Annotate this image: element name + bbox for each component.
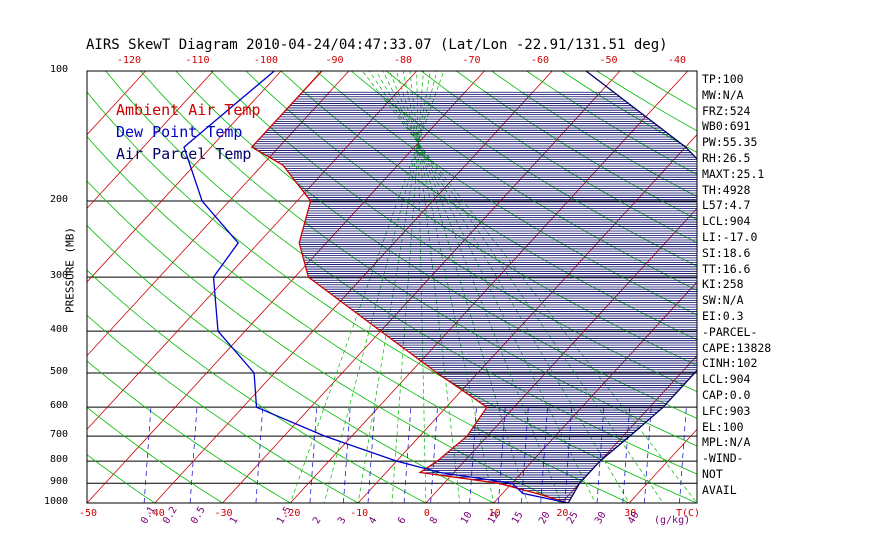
stability-index: SI:18.6 — [702, 245, 751, 260]
top-temp-tick-label: -40 — [667, 55, 687, 66]
isotherm-30 — [628, 428, 697, 503]
moist-adiabat-5 — [409, 71, 461, 503]
pressure-tick-label: 800 — [49, 454, 68, 466]
isotherm--80 — [87, 71, 282, 283]
stability-index: EL:100 — [702, 419, 744, 434]
stability-index: LI:-17.0 — [702, 230, 758, 244]
dry-adiabat--40 — [87, 454, 156, 503]
stability-index: MW:N/A — [702, 87, 744, 102]
stability-index: CINH:102 — [702, 356, 758, 371]
top-temp-tick-label: -120 — [116, 55, 142, 66]
stability-index: FRZ:524 — [702, 103, 751, 118]
x-axis-label: T(C) — [676, 508, 701, 519]
mixing-ratio-line-1 — [189, 407, 198, 503]
chart-title: AIRS SkewT Diagram 2010-04-24/04:47:33.0… — [86, 37, 668, 53]
mixing-ratio-line-15 — [644, 407, 652, 503]
isotherm--90 — [87, 71, 214, 209]
stability-index: KI:258 — [702, 277, 744, 292]
pressure-tick-label: 300 — [49, 270, 68, 282]
bottom-temp-tick-label: 0 — [423, 508, 430, 519]
pressure-tick-label: 100 — [49, 64, 68, 75]
pressure-tick-label: 1000 — [44, 496, 69, 507]
stability-index: TH:4928 — [702, 182, 751, 197]
isotherm--60 — [87, 71, 417, 430]
moist-adiabat--5 — [391, 71, 424, 503]
stability-index: TP:100 — [702, 72, 744, 86]
stability-index: EI:0.3 — [702, 309, 744, 323]
top-temp-tick-label: -90 — [325, 55, 344, 66]
stability-index: CAP:0.0 — [702, 388, 751, 402]
mixing-ratio-line-6 — [403, 407, 412, 503]
dry-adiabat-0 — [87, 269, 427, 503]
top-temp-tick-label: -110 — [185, 55, 210, 66]
stability-index: -PARCEL- — [702, 324, 758, 339]
pressure-tick-label: 600 — [49, 400, 68, 412]
stability-index: MAXT:25.1 — [702, 166, 765, 181]
mixing-ratio-line-14 — [622, 407, 630, 503]
dry-adiabat-10 — [87, 224, 495, 503]
dry-adiabat--30 — [87, 406, 224, 503]
stability-index: PW:55.35 — [702, 135, 758, 150]
top-temp-tick-label: -60 — [530, 55, 550, 66]
legend-dew-point-temp: Dew Point Temp — [116, 123, 243, 141]
mixing-ratio-line-3 — [309, 407, 318, 503]
pressure-tick-label: 200 — [49, 194, 68, 206]
air-parcel-temp-line — [567, 71, 697, 503]
bottom-temp-tick-label: -50 — [78, 508, 98, 519]
top-temp-tick-label: -80 — [393, 55, 413, 66]
stability-index: AVAIL — [702, 482, 737, 497]
moist-adiabat--15 — [323, 71, 438, 503]
stability-index: SW:N/A — [702, 293, 744, 308]
dry-adiabat--10 — [87, 314, 359, 503]
plot-frame — [86, 70, 698, 504]
top-temp-tick-label: -70 — [462, 55, 481, 66]
bottom-temp-tick-label: 20 — [556, 508, 569, 519]
dry-adiabat--20 — [87, 360, 292, 503]
mixing-ratio-line-7 — [430, 407, 438, 503]
top-temp-tick-label: -50 — [599, 55, 618, 66]
moist-adiabat-0 — [416, 71, 427, 503]
pressure-tick-label: 400 — [49, 324, 68, 336]
stability-index: RH:26.5 — [702, 151, 751, 165]
bottom-temp-tick-label: -30 — [214, 508, 233, 519]
mixing-ratio-line-0 — [143, 407, 152, 503]
pressure-tick-label: 900 — [49, 476, 68, 488]
stability-index: MPL:N/A — [702, 435, 751, 450]
mixing-ratio-unit-label: (g/kg) — [654, 515, 691, 526]
stability-index: TT:16.6 — [702, 261, 751, 276]
bottom-temp-tick-label: -20 — [282, 508, 301, 519]
bottom-temp-tick-label: -40 — [146, 508, 165, 519]
mixing-ratio-line-5 — [367, 407, 376, 503]
isotherm--120 — [0, 71, 10, 503]
stability-index: LFC:903 — [702, 403, 751, 418]
ambient-air-temp-line — [250, 71, 569, 503]
dew-point-temp-line — [183, 71, 569, 503]
bottom-temp-tick-label: 30 — [624, 508, 637, 519]
mixing-ratio-line-16 — [679, 407, 687, 503]
stability-index: LCL:904 — [702, 214, 751, 229]
moist-adiabat--20 — [289, 71, 445, 503]
stability-index: CAPE:13828 — [702, 340, 772, 355]
moist-adiabat-30 — [375, 71, 630, 503]
mixing-ratio-line-2 — [255, 407, 264, 503]
legend-air-parcel-temp: Air Parcel Temp — [116, 145, 252, 163]
stability-index: LCL:904 — [702, 372, 751, 387]
legend-ambient-air-temp: Ambient Air Temp — [116, 101, 261, 119]
pressure-tick-label: 500 — [49, 365, 68, 377]
stability-index: L57:4.7 — [702, 198, 751, 213]
top-temp-tick-label: -100 — [253, 55, 279, 66]
stability-index: NOT — [702, 467, 723, 481]
bottom-temp-tick-label: 10 — [488, 508, 501, 519]
mixing-ratio-line-4 — [343, 407, 351, 503]
stability-index: -WIND- — [702, 451, 744, 466]
pressure-tick-label: 700 — [49, 429, 68, 441]
bottom-temp-tick-label: -10 — [350, 508, 369, 519]
stability-index: WB0:691 — [702, 119, 751, 134]
isotherm--70 — [87, 71, 350, 357]
